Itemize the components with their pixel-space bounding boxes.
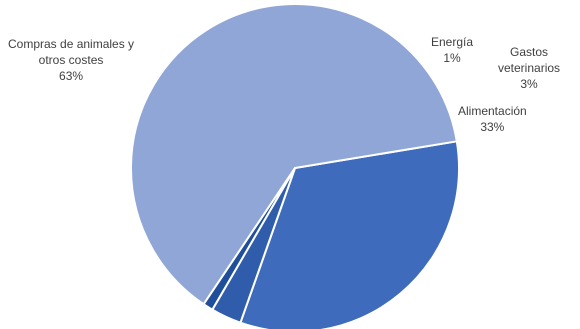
slice-label-gastos-line1: Gastos bbox=[510, 45, 549, 59]
slice-label-gastos-percent: 3% bbox=[520, 77, 538, 91]
slice-label-compras-percent: 63% bbox=[59, 69, 84, 83]
slice-compras bbox=[130, 3, 458, 306]
slice-label-gastos: Gastos veterinarios 3% bbox=[498, 44, 560, 92]
slice-label-gastos-line2: veterinarios bbox=[498, 61, 561, 75]
slice-label-energia-percent: 1% bbox=[443, 51, 461, 65]
slice-label-alimentacion-percent: 33% bbox=[480, 120, 505, 134]
slice-label-alimentacion-name: Alimentación bbox=[458, 104, 527, 118]
slice-label-energia: Energía 1% bbox=[431, 34, 473, 66]
slice-gastos bbox=[211, 167, 296, 324]
slice-label-compras-line1: Compras de animales y bbox=[8, 37, 135, 51]
slice-label-compras: Compras de animales y otros costes 63% bbox=[8, 36, 134, 84]
slice-label-alimentacion: Alimentación 33% bbox=[458, 103, 527, 135]
slice-alimentacion bbox=[239, 140, 460, 329]
slice-label-energia-name: Energía bbox=[431, 35, 474, 49]
slice-label-compras-line2: otros costes bbox=[38, 53, 104, 67]
